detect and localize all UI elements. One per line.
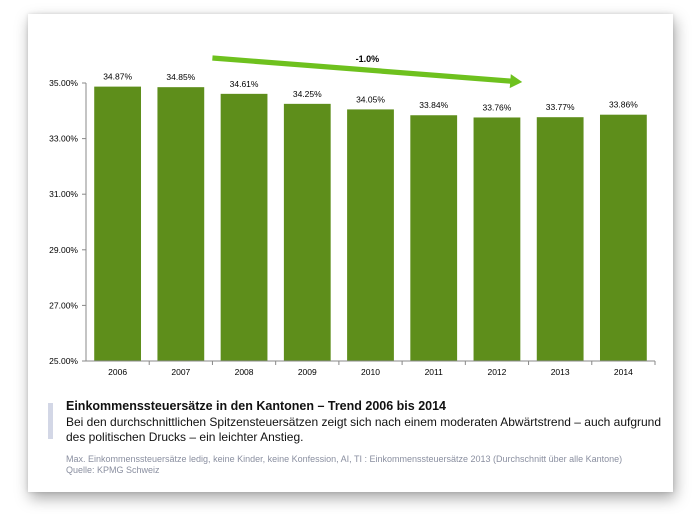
bar-2009 [283,103,331,361]
y-tick-label: 31.00% [49,189,78,199]
bar-2007 [157,87,205,362]
y-tick-label: 25.00% [49,356,78,366]
value-label: 33.84% [419,100,448,110]
note-source: Quelle: KPMG Schweiz [66,465,160,475]
x-tick-label: 2009 [298,367,317,377]
x-tick-label: 2010 [361,367,380,377]
x-tick-label: 2013 [551,367,570,377]
x-tick-label: 2007 [171,367,190,377]
x-tick-label: 2012 [487,367,506,377]
value-label: 34.61% [230,79,259,89]
value-label: 34.85% [166,72,195,82]
caption-text: Bei den durchschnittlichen Spitzensteuer… [66,415,662,444]
y-tick-label: 29.00% [49,245,78,255]
x-tick-label: 2014 [614,367,633,377]
bar-2013 [536,117,584,361]
y-tick-label: 27.00% [49,300,78,310]
bar-2006 [94,86,142,361]
trend-arrow: -1.0% [212,54,523,89]
bar-2011 [410,115,458,361]
value-label: 33.77% [546,102,575,112]
value-label: 33.76% [483,102,512,112]
bars: 34.87% 34.85% 34.61% 34.25% 34.05% 33.84% 33.7… [94,72,647,362]
x-tick-label: 2006 [108,367,127,377]
bar-2008 [220,93,268,361]
caption-title: Einkommenssteuersätze in den Kantonen – … [66,399,446,413]
bar-2010 [347,109,394,361]
value-label: 34.05% [356,94,385,104]
note-line-1: Max. Einkommenssteuersätze ledig, keine … [66,454,623,464]
value-label: 34.87% [103,72,132,82]
y-tick-label: 33.00% [49,134,78,144]
y-tick-label: 35.00% [49,78,78,88]
x-axis: 2006 2007 2008 2009 2010 2011 2012 2013 2014 [86,360,656,377]
y-axis: 25.00% 27.00% 29.00% 31.00% 33.00% 35.00% [49,78,87,366]
value-label: 33.86% [609,100,638,110]
caption-accent-bar [48,403,53,439]
trend-arrow-shape [212,55,523,89]
value-label: 34.25% [293,89,322,99]
trend-annotation: -1.0% [356,54,380,64]
source-note: Max. Einkommenssteuersätze ledig, keine … [66,454,666,476]
x-tick-label: 2008 [235,367,254,377]
x-tick-label: 2011 [425,367,444,377]
bar-2014 [599,114,647,361]
bar-2012 [473,117,521,361]
